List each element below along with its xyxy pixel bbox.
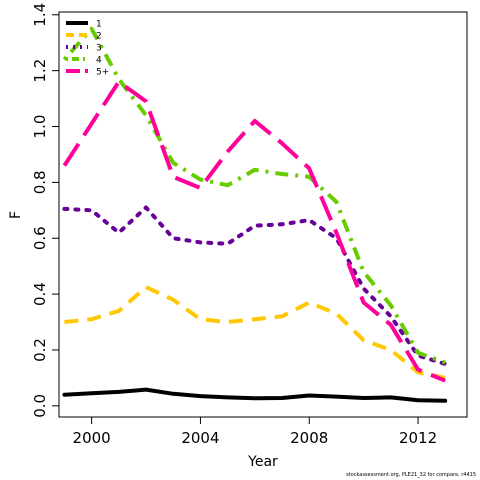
series-line-2 (64, 285, 446, 380)
series-line-1 (62, 387, 448, 403)
legend-label-5: 5+ (96, 68, 109, 78)
y-tick-label: 1.2 (31, 59, 49, 83)
y-tick-label: 0.2 (31, 338, 49, 362)
legend-label-3: 3 (96, 44, 102, 54)
y-tick-label: 0.8 (31, 170, 49, 194)
legend: 1 2 3 4 5+ (66, 20, 109, 78)
y-axis-label: F (8, 211, 24, 219)
series-line-5 (62, 79, 446, 383)
series-line-3 (62, 205, 448, 366)
y-tick-label: 0.6 (31, 226, 49, 250)
legend-label-1: 1 (96, 20, 102, 30)
x-tick-label: 2004 (181, 429, 219, 447)
series-line-4 (62, 26, 446, 365)
x-axis-label: Year (247, 454, 278, 470)
plot-frame (58, 11, 468, 418)
y-tick-label: 1.0 (31, 115, 49, 139)
legend-label-4: 4 (96, 56, 102, 66)
x-axis: 2000 2004 2008 2012 (73, 416, 437, 447)
x-tick-label: 2008 (290, 429, 328, 447)
y-tick-label: 1.4 (31, 3, 49, 27)
y-tick-label: 0.0 (31, 394, 49, 418)
y-tick-label: 0.4 (31, 282, 49, 306)
x-tick-label: 2000 (73, 429, 111, 447)
x-tick-label: 2012 (399, 429, 437, 447)
series-layer (62, 26, 448, 403)
footer-credit: stockassessment.org, PLE21_32 for compar… (346, 472, 476, 478)
legend-label-2: 2 (96, 32, 102, 42)
y-axis: 0.0 0.2 0.4 0.6 0.8 1.0 1.2 1.4 (31, 3, 60, 418)
